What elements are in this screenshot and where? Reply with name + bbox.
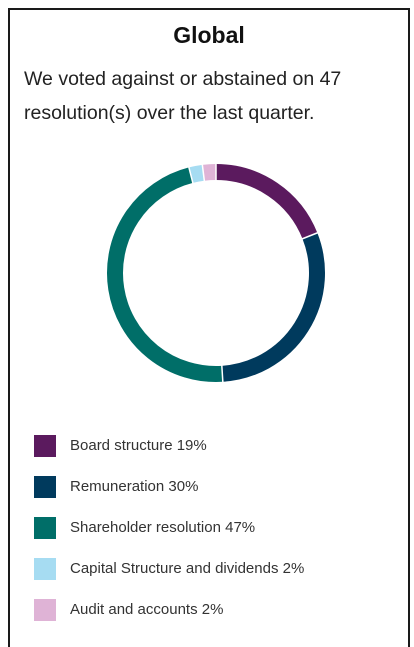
donut-slice-separator <box>301 231 319 240</box>
legend-label: Board structure 19% <box>70 437 207 454</box>
legend-label: Audit and accounts 2% <box>70 601 224 618</box>
legend-label: Capital Structure and dividends 2% <box>70 560 305 577</box>
legend-swatch <box>34 475 56 498</box>
global-voting-card: Global We voted against or abstained on … <box>8 8 410 647</box>
legend-swatch <box>34 557 56 580</box>
donut-slice-shareholder-resolution <box>107 167 223 382</box>
donut-slice-separator <box>187 166 194 185</box>
legend-swatch <box>34 516 56 539</box>
legend-item: Capital Structure and dividends 2% <box>34 557 304 580</box>
legend-item: Board structure 19% <box>34 434 304 457</box>
legend-label: Remuneration 30% <box>70 478 199 495</box>
legend-item: Remuneration 30% <box>34 475 304 498</box>
donut-slice-audit-and-accounts <box>202 164 217 181</box>
donut-slice-separator <box>201 163 206 182</box>
donut-chart <box>10 10 412 430</box>
legend-swatch <box>34 598 56 621</box>
donut-slice-capital-structure-and-dividends <box>188 164 205 183</box>
chart-subtitle: We voted against or abstained on 47 reso… <box>24 68 342 124</box>
donut-slice-board-structure <box>215 164 318 239</box>
chart-legend: Board structure 19% Remuneration 30% Share… <box>34 434 304 639</box>
donut-slice-remuneration <box>221 232 325 382</box>
legend-label: Shareholder resolution 47% <box>70 519 256 536</box>
chart-title: Global <box>173 22 245 48</box>
legend-item: Shareholder resolution 47% <box>34 516 304 539</box>
legend-item: Audit and accounts 2% <box>34 598 304 621</box>
donut-chart-svg <box>107 163 325 383</box>
donut-slice-separator <box>221 364 224 383</box>
legend-swatch <box>34 434 56 457</box>
